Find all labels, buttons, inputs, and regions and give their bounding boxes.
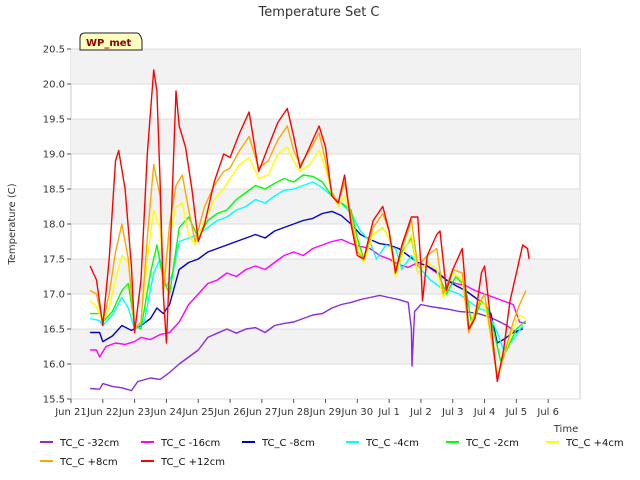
y-tick-label: 20.0 xyxy=(43,80,65,91)
series-line xyxy=(90,238,527,358)
plot-band xyxy=(71,189,580,224)
legend-item: TC_C -2cm xyxy=(446,438,519,449)
x-tick-label: Jun 26 xyxy=(213,407,246,418)
legend: TC_C -32cm TC_C -16cm TC_C -8cm TC_C -4cm TC… xyxy=(40,438,624,468)
station-badge-label: WP_met xyxy=(86,38,132,49)
chart-title: Temperature Set C xyxy=(257,5,379,20)
legend-label: TC_C -8cm xyxy=(261,438,315,449)
legend-item: TC_C +8cm xyxy=(40,457,118,468)
station-badge: WP_met xyxy=(79,32,143,51)
plot-bands xyxy=(71,49,580,364)
series-line xyxy=(90,174,527,362)
y-axis-title: Temperature (C) xyxy=(7,183,18,265)
x-tick-label: Jun 22 xyxy=(86,407,119,418)
legend-item: TC_C -4cm xyxy=(346,438,419,449)
x-tick-label: Jul 5 xyxy=(505,407,528,418)
legend-label: TC_C +4cm xyxy=(565,438,624,449)
y-tick-label: 17.5 xyxy=(43,255,65,266)
x-tick-label: Jul 3 xyxy=(441,407,464,418)
x-tick-label: Jun 23 xyxy=(118,407,151,418)
x-axis: Jun 21 Jun 22 Jun 23 Jun 24 Jun 25 Jun 26 Jun … xyxy=(54,399,559,418)
legend-label: TC_C -4cm xyxy=(365,438,419,449)
y-tick-label: 19.0 xyxy=(43,150,65,161)
x-tick-label: Jul 4 xyxy=(473,407,496,418)
series-line xyxy=(89,69,530,383)
legend-label: TC_C -16cm xyxy=(160,438,220,449)
x-tick-label: Jun 21 xyxy=(54,407,87,418)
y-tick-label: 15.5 xyxy=(43,395,65,406)
y-tick-label: 16.0 xyxy=(43,360,65,371)
series-lines xyxy=(89,69,530,392)
legend-label: TC_C +12cm xyxy=(160,457,225,468)
legend-label: TC_C -32cm xyxy=(59,438,119,449)
legend-item: TC_C -32cm xyxy=(40,438,119,449)
series-line xyxy=(89,146,527,376)
x-tick-label: Jun 29 xyxy=(309,407,342,418)
legend-item: TC_C -16cm xyxy=(141,438,220,449)
series-line xyxy=(90,210,523,344)
plot-band xyxy=(71,259,580,294)
y-tick-label: 20.5 xyxy=(43,45,65,56)
legend-item: TC_C +12cm xyxy=(141,457,225,468)
x-tick-label: Jul 6 xyxy=(536,407,559,418)
y-tick-label: 18.5 xyxy=(43,185,65,196)
x-tick-label: Jul 1 xyxy=(377,407,400,418)
x-tick-label: Jun 24 xyxy=(150,407,183,418)
series-line xyxy=(90,294,524,392)
plot-band xyxy=(71,49,580,84)
x-tick-label: Jun 30 xyxy=(341,407,374,418)
y-tick-label: 17.0 xyxy=(43,290,65,301)
legend-label: TC_C +8cm xyxy=(59,457,118,468)
y-axis: 15.5 16.0 16.5 17.0 17.5 18.0 18.5 19.0 19.5 20.0… xyxy=(43,45,71,406)
x-tick-label: Jul 2 xyxy=(409,407,432,418)
x-tick-label: Jun 28 xyxy=(277,407,310,418)
y-tick-label: 18.0 xyxy=(43,220,65,231)
legend-item: TC_C +4cm xyxy=(546,438,624,449)
y-tick-label: 16.5 xyxy=(43,325,65,336)
x-tick-label: Jun 27 xyxy=(245,407,278,418)
y-tick-label: 19.5 xyxy=(43,115,65,126)
legend-label: TC_C -2cm xyxy=(465,438,519,449)
x-axis-title: Time xyxy=(553,424,578,435)
y-gridlines xyxy=(71,48,580,400)
x-tick-label: Jun 25 xyxy=(181,407,214,418)
legend-item: TC_C -8cm xyxy=(242,438,315,449)
